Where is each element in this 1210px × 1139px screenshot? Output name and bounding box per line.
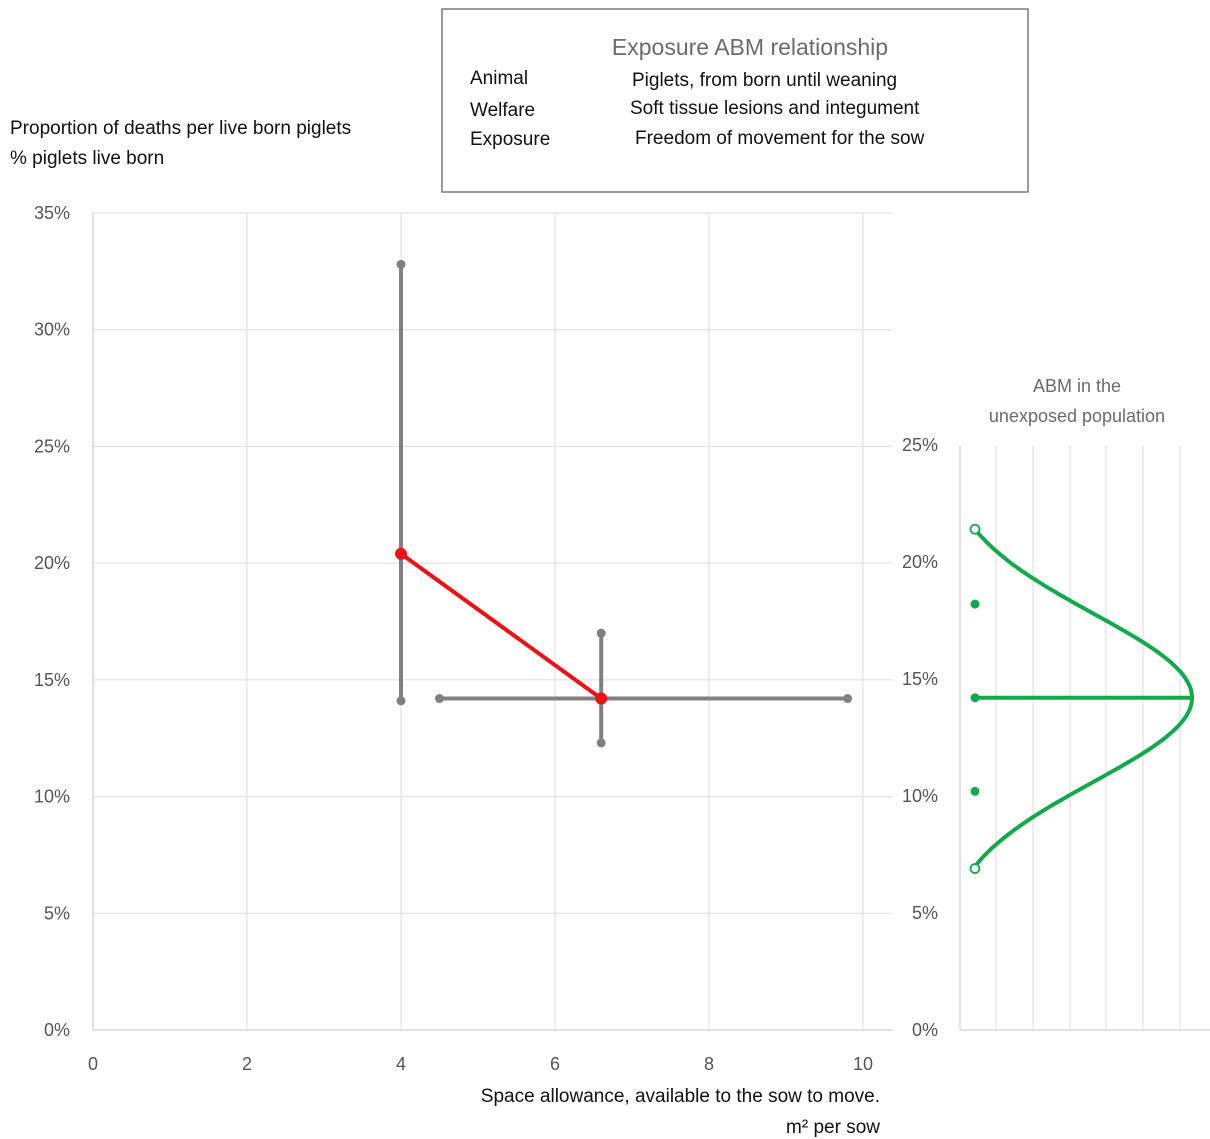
interval-endpoint <box>435 694 444 704</box>
main-ticks: 0% 5% 10% 15% 20% 25% 30% 35% 0 2 4 6 8 10 <box>34 203 873 1074</box>
x-axis-label-line-1: Space allowance, available to the sow to… <box>481 1086 880 1107</box>
side-distribution <box>969 523 1194 874</box>
side-ticks: 0% 5% 10% 15% 20% 25% <box>902 435 938 1040</box>
x-tick-label: 6 <box>550 1054 560 1074</box>
x-axis-label-line-2: m² per sow <box>786 1117 880 1138</box>
info-value-welfare: Soft tissue lesions and integument <box>630 98 920 119</box>
y-axis-label-line-1: Proportion of deaths per live born pigle… <box>10 118 351 139</box>
relationship-point <box>395 547 407 560</box>
side-chart-title-line-1: ABM in the <box>1033 376 1121 396</box>
side-y-tick-label: 5% <box>912 903 938 923</box>
info-box-title: Exposure ABM relationship <box>612 34 888 60</box>
y-tick-label: 10% <box>34 787 70 807</box>
distribution-bound-dot <box>969 863 981 874</box>
x-tick-label: 10 <box>853 1054 873 1074</box>
y-tick-label: 15% <box>34 670 70 690</box>
y-axis-label-line-2: % piglets live born <box>10 148 164 169</box>
side-y-tick-label: 10% <box>902 786 938 806</box>
main-relationship <box>395 547 608 705</box>
x-tick-label: 0 <box>88 1054 98 1074</box>
distribution-dot <box>970 786 980 796</box>
interval-endpoint <box>396 259 406 269</box>
x-tick-label: 2 <box>242 1054 252 1074</box>
relationship-point <box>595 692 608 705</box>
distribution-bound-dot <box>969 523 981 535</box>
y-tick-label: 5% <box>44 903 70 923</box>
side-y-tick-label: 25% <box>902 435 938 455</box>
interval-endpoint <box>843 694 853 704</box>
info-key-exposure: Exposure <box>470 129 550 150</box>
x-tick-label: 4 <box>396 1054 406 1074</box>
info-box-frame <box>441 8 1029 193</box>
interval-endpoint <box>596 738 606 748</box>
y-tick-label: 20% <box>34 553 70 573</box>
side-y-tick-label: 0% <box>912 1020 938 1040</box>
info-key-animal: Animal <box>470 68 528 89</box>
main-axes <box>92 213 893 1031</box>
info-value-animal: Piglets, from born until weaning <box>632 70 897 91</box>
side-y-tick-label: 15% <box>902 669 938 689</box>
interval-endpoint <box>396 696 406 706</box>
x-tick-label: 8 <box>704 1054 714 1074</box>
side-chart: ABM in the unexposed population 0% 5% 10% 1… <box>902 376 1210 1040</box>
interval-endpoint <box>596 628 606 638</box>
main-chart: Proportion of deaths per live born pigle… <box>10 118 893 1138</box>
y-tick-label: 0% <box>44 1020 70 1040</box>
side-chart-title-line-2: unexposed population <box>989 406 1165 426</box>
relationship-line <box>399 552 603 701</box>
side-grid <box>959 445 1210 1031</box>
side-y-tick-label: 20% <box>902 552 938 572</box>
y-tick-label: 35% <box>34 203 70 223</box>
info-value-exposure: Freedom of movement for the sow <box>635 128 925 149</box>
main-intervals <box>396 259 853 748</box>
distribution-dot <box>970 599 980 609</box>
y-tick-label: 25% <box>34 436 70 456</box>
y-tick-label: 30% <box>34 320 70 340</box>
info-box: Exposure ABM relationship Animal Piglets… <box>441 8 1029 193</box>
distribution-dot <box>970 693 980 703</box>
info-key-welfare: Welfare <box>470 100 535 121</box>
